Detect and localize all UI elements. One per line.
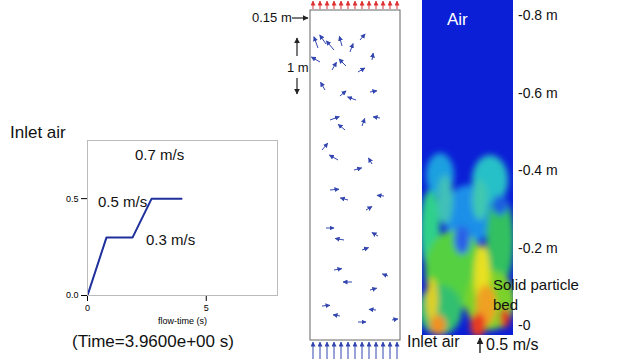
html-text:0.7 m/s: 0.7 m/s [135,146,185,163]
html-text:(Time=3.9600e+00 s): (Time=3.9600e+00 s) [72,332,234,351]
svg-text:bed: bed [493,296,518,313]
html-text:0.5 m/s: 0.5 m/s [98,193,148,210]
svg-text:-0.6 m: -0.6 m [518,85,558,101]
svg-text:0: 0 [85,303,90,313]
svg-text:-0.4 m: -0.4 m [518,162,558,178]
svg-text:-0.2 m: -0.2 m [518,240,558,256]
svg-text:0.5: 0.5 [66,194,79,204]
html-text:0.15 m: 0.15 m [252,10,292,25]
html-text:1 m: 1 m [287,60,309,75]
svg-text:Solid particle: Solid particle [493,276,579,293]
svg-text:5: 5 [204,303,209,313]
html-text:Inlet air: Inlet air [10,123,66,142]
html-text:Inlet air: Inlet air [407,333,460,350]
html-text:0.3 m/s: 0.3 m/s [146,231,196,248]
svg-text:Air: Air [447,10,468,29]
svg-text:-0: -0 [518,317,531,333]
svg-text:0.0: 0.0 [66,290,79,300]
svg-text:flow-time (s): flow-time (s) [158,316,207,326]
html-text:0.5 m/s: 0.5 m/s [486,336,539,353]
svg-text:-0.8 m: -0.8 m [518,7,558,23]
